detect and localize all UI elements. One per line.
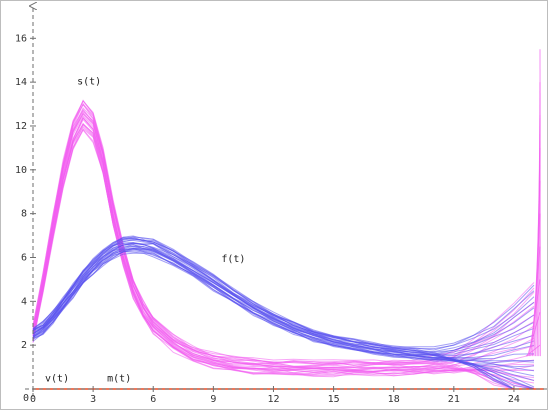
trajectory-line	[32, 245, 535, 357]
trajectory-line	[32, 246, 535, 357]
x-tick-label: 0	[30, 394, 36, 405]
trajectory-line	[32, 244, 535, 388]
series-ft	[32, 235, 535, 390]
x-tick-label: 21	[448, 394, 460, 405]
y-tick-label: 6	[21, 252, 27, 263]
trajectory-line	[32, 239, 534, 390]
series-label: s(t)	[77, 76, 101, 87]
y-tick-label: 4	[21, 296, 27, 307]
y-tick-label: 12	[15, 121, 27, 132]
series-st	[32, 99, 535, 390]
x-tick-label: 9	[210, 394, 216, 405]
axes: 0	[23, 6, 548, 404]
y-tick-label: 10	[15, 165, 27, 176]
trajectory-line	[32, 238, 535, 353]
series-label: m(t)	[107, 373, 131, 384]
y-tick-label: 8	[21, 209, 27, 220]
trajectory-line	[32, 236, 535, 348]
x-tick-label: 6	[150, 394, 156, 405]
y-tick-label: 14	[15, 77, 27, 88]
x-tick-label: 18	[388, 394, 400, 405]
x-tick-label: 15	[328, 394, 340, 405]
trajectory-line	[32, 116, 535, 373]
y-tick-label-zero: 0	[23, 393, 29, 404]
x-tick-label: 24	[508, 394, 520, 405]
x-tick-label: 12	[267, 394, 279, 405]
trajectory-line	[32, 112, 535, 371]
series-labels: s(t) f(t) v(t) m(t)	[45, 76, 245, 384]
trajectory-line	[32, 104, 534, 390]
trajectory-line	[32, 110, 535, 390]
trajectory-line	[32, 117, 535, 372]
x-tick-label: 3	[90, 394, 96, 405]
trajectory-line	[32, 250, 534, 362]
y-tick-label: 16	[15, 33, 27, 44]
plot-area	[32, 49, 544, 390]
series-label: f(t)	[221, 254, 245, 265]
series-label: v(t)	[45, 373, 69, 384]
trajectory-line	[32, 122, 535, 374]
trajectory-line	[32, 100, 535, 363]
end-divergence	[525, 49, 541, 357]
y-tick-label: 2	[21, 340, 27, 351]
